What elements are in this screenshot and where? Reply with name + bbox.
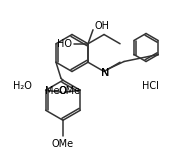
Text: OMe: OMe	[59, 86, 81, 96]
Text: H₂O: H₂O	[12, 81, 31, 91]
Text: HO: HO	[56, 39, 72, 49]
Text: N: N	[101, 68, 109, 78]
Text: N: N	[101, 68, 109, 78]
Text: MeO: MeO	[45, 86, 67, 96]
Text: OH: OH	[94, 21, 109, 31]
Text: HCl: HCl	[142, 81, 158, 91]
Text: OMe: OMe	[52, 139, 74, 149]
